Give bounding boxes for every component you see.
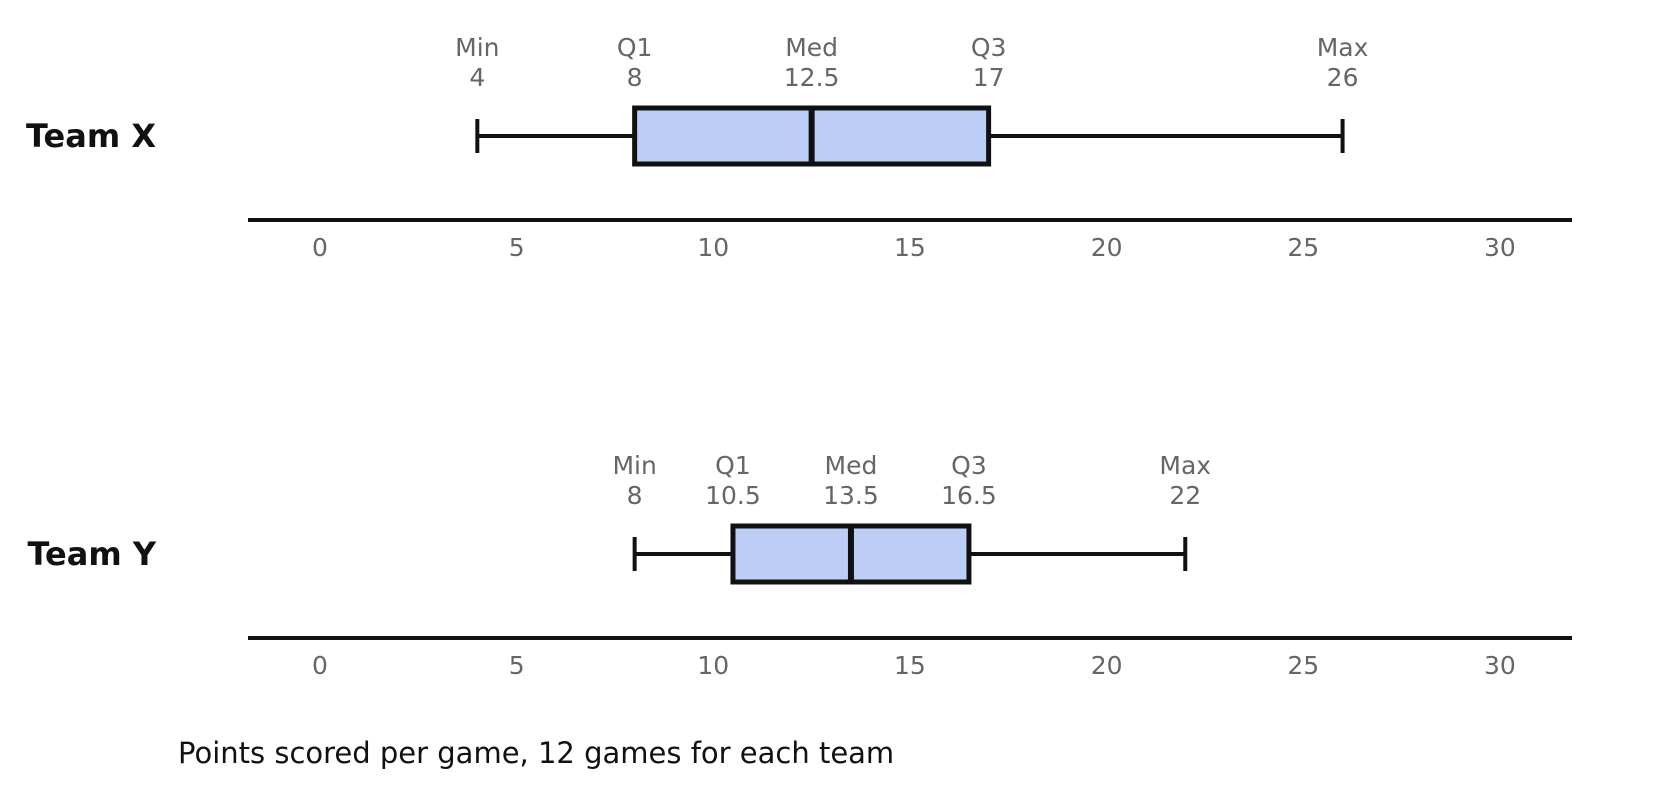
x-tick-label: 10	[697, 651, 729, 680]
stat-name-q3: Q3	[971, 33, 1007, 62]
stat-value-q3: 17	[973, 63, 1005, 92]
stat-name-median: Med	[825, 451, 878, 480]
x-tick-label: 20	[1091, 233, 1123, 262]
x-tick-label: 5	[509, 233, 525, 262]
x-tick-label: 0	[312, 233, 328, 262]
stat-name-q3: Q3	[951, 451, 987, 480]
stat-name-max: Max	[1159, 451, 1211, 480]
chart-caption: Points scored per game, 12 games for eac…	[178, 736, 894, 770]
x-tick-label: 15	[894, 233, 926, 262]
stat-value-min: 8	[627, 481, 643, 510]
series-label: Team X	[26, 117, 156, 155]
stat-name-min: Min	[612, 451, 656, 480]
stat-value-min: 4	[469, 63, 485, 92]
stat-value-median: 13.5	[823, 481, 879, 510]
stat-value-median: 12.5	[784, 63, 840, 92]
x-tick-label: 25	[1287, 233, 1319, 262]
x-tick-label: 30	[1484, 233, 1516, 262]
x-tick-label: 10	[697, 233, 729, 262]
x-tick-label: 30	[1484, 651, 1516, 680]
x-tick-label: 15	[894, 651, 926, 680]
stat-name-min: Min	[455, 33, 499, 62]
series-label: Team Y	[27, 535, 156, 573]
stat-value-max: 26	[1327, 63, 1359, 92]
stat-value-q1: 8	[627, 63, 643, 92]
stat-value-q1: 10.5	[705, 481, 761, 510]
stat-name-q1: Q1	[617, 33, 653, 62]
x-tick-label: 25	[1287, 651, 1319, 680]
x-tick-label: 0	[312, 651, 328, 680]
stat-name-max: Max	[1317, 33, 1369, 62]
stat-value-max: 22	[1169, 481, 1201, 510]
stat-name-median: Med	[785, 33, 838, 62]
stat-value-q3: 16.5	[941, 481, 997, 510]
x-tick-label: 20	[1091, 651, 1123, 680]
stat-name-q1: Q1	[715, 451, 751, 480]
x-tick-label: 5	[509, 651, 525, 680]
